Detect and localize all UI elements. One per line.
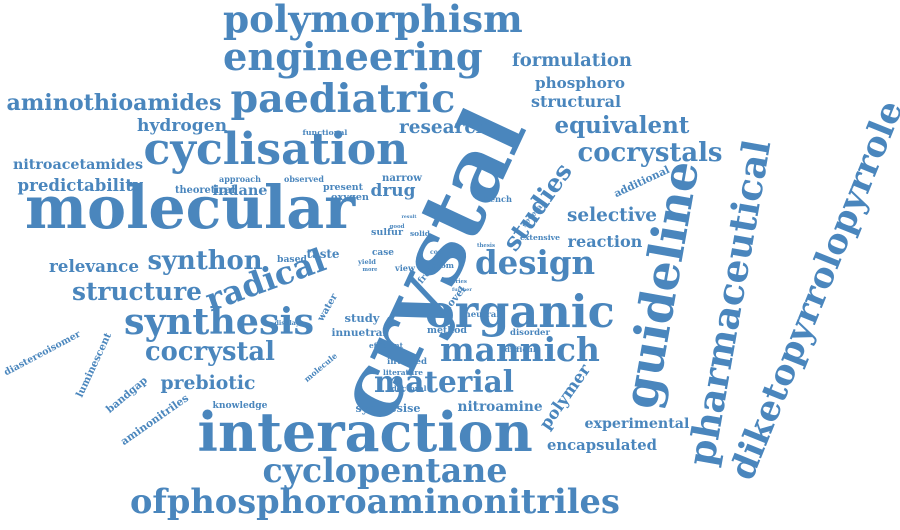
word-equivalent: equivalent (554, 111, 690, 139)
word-observed: observed (284, 175, 324, 184)
word-aminothioamides: aminothioamides (6, 90, 222, 116)
word-selective: selective (567, 205, 658, 226)
word-cyclopentane: cyclopentane (262, 450, 508, 490)
word-atom: atom (432, 261, 454, 270)
word-yield: yield (358, 257, 376, 266)
word-taste: taste (306, 247, 340, 261)
word-material: material (374, 364, 514, 399)
word-method: method (427, 324, 467, 336)
word-oxygen: oxygen (331, 192, 369, 203)
word-ofphosphoroaminonitriles: ofphosphoroaminonitriles (130, 481, 620, 521)
word-nitroacetamides: nitroacetamides (13, 157, 143, 173)
word-series: series (449, 278, 467, 285)
word-based: based (277, 253, 307, 265)
word-mannich: mannich (440, 329, 600, 369)
word-hydrogen: hydrogen (137, 115, 228, 136)
word-further: further (452, 286, 472, 293)
word-relevance: relevance (49, 255, 139, 276)
word-narrow: narrow (382, 173, 422, 184)
word-cyclisation: cyclisation (143, 124, 409, 175)
word-engineering: engineering (223, 35, 483, 80)
word-predictability: predictability (17, 174, 143, 195)
word-sulfur: sulfur (371, 227, 404, 238)
word-innuetral: innuetral (331, 326, 387, 339)
word-synthon: synthon (147, 246, 263, 276)
word-encapsulated: encapsulated (547, 436, 658, 454)
word-structural: structural (531, 92, 622, 111)
word-prebiotic: prebiotic (160, 371, 256, 394)
word-polymorphism: polymorphism (223, 0, 523, 41)
word-cocrystal: cocrystal (145, 337, 275, 367)
word-structure: structure (72, 276, 202, 306)
word-theoretical: theoretical (175, 185, 235, 196)
word-approach: approach (219, 174, 262, 184)
word-doctoral: doctoral (391, 384, 427, 393)
word-design: design (475, 244, 596, 282)
word-thesis: thesis (477, 242, 496, 249)
word-interaction: interaction (197, 400, 533, 464)
word-indane: indane (212, 182, 268, 199)
word-molecular: molecular (25, 172, 356, 242)
word-luminescent: luminescent (73, 330, 115, 400)
word-result: result (401, 214, 417, 220)
word-disorder: disorder (510, 327, 550, 338)
word-formulation: formulation (512, 50, 633, 71)
word-literature: literature (383, 367, 423, 377)
word-drug: drug (370, 180, 416, 201)
word-study: study (344, 311, 380, 325)
word-aminonitriles: aminonitriles (118, 390, 191, 448)
word-nitroamine: nitroamine (457, 399, 543, 415)
word-paediatric: paediatric (230, 76, 456, 122)
word-cost: cost (430, 249, 444, 256)
word-case: case (372, 247, 394, 258)
word-more: more (362, 266, 378, 273)
word-functional: functional (302, 128, 348, 137)
word-knowledge: knowledge (212, 399, 268, 411)
word-extensive: extensive (520, 233, 560, 242)
word-cocrystals: cocrystals (577, 138, 723, 168)
word-experimental: experimental (584, 416, 690, 432)
word-bandgap: bandgap (103, 374, 150, 416)
word-water: water (315, 291, 341, 324)
word-involved: involved (387, 356, 427, 367)
word-diastereoisomer: diastereoisomer (1, 328, 82, 378)
word-synthesise: synthesise (355, 401, 421, 415)
word-difficult: difficult (504, 345, 540, 354)
word-phosphoro: phosphoro (535, 73, 625, 92)
word-display: display (274, 320, 300, 327)
word-organic: organic (425, 284, 615, 338)
word-present: present (323, 181, 363, 193)
word-solid: solid (410, 228, 430, 238)
word-synthesis: synthesis (124, 299, 315, 343)
word-good: good (389, 223, 405, 230)
word-neutral: neutral (464, 309, 500, 320)
word-view: view (395, 263, 415, 273)
word-efficient: efficient (369, 340, 403, 350)
word-bench: bench (484, 194, 512, 204)
word-research: research (399, 117, 489, 138)
word-reaction: reaction (567, 232, 643, 251)
